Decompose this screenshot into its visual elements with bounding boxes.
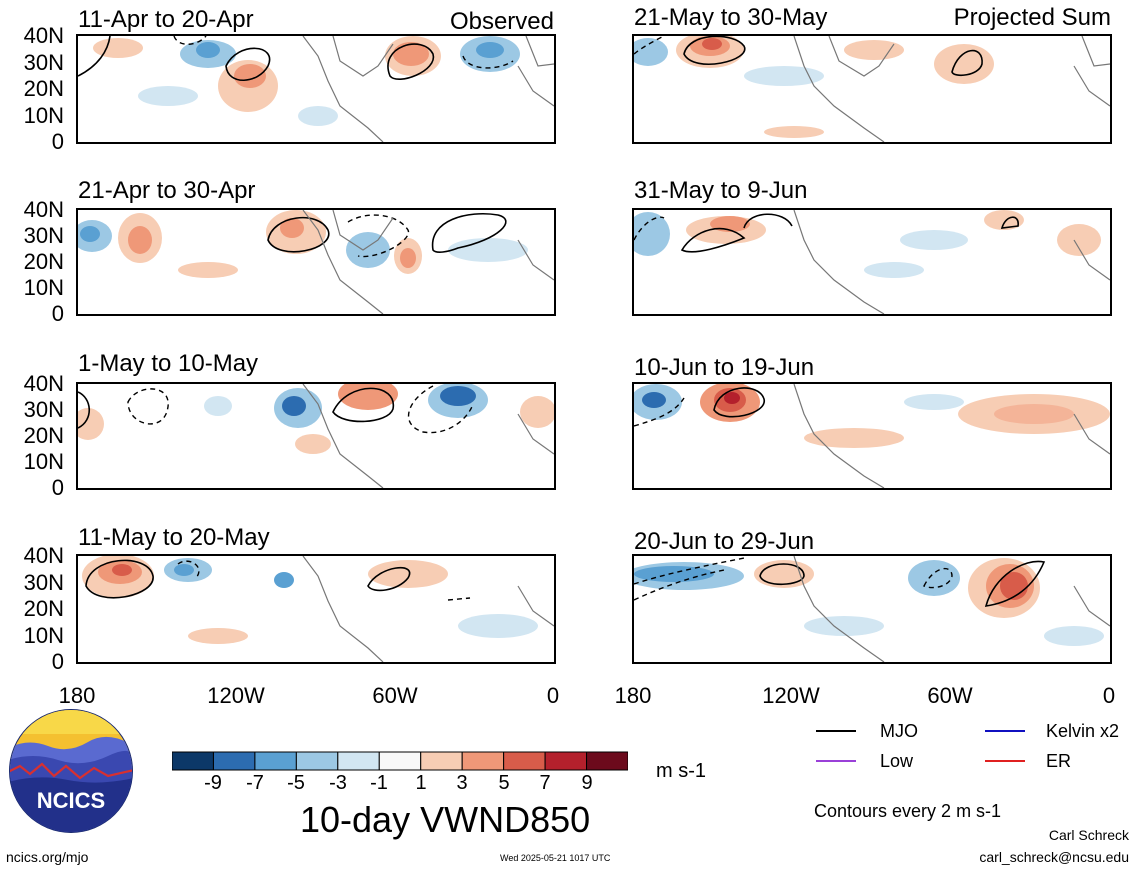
colorbar-swatch	[295, 751, 339, 771]
y-tick-label: 10N	[23, 275, 64, 300]
map-panel	[632, 208, 1112, 316]
observed-label: Observed	[449, 8, 554, 35]
timestamp: Wed 2025-05-21 1017 UTC	[500, 853, 611, 863]
legend-label-mjo: MJO	[880, 721, 918, 741]
logo-text: NCICS	[37, 788, 105, 813]
y-tick-label: 20N	[23, 249, 64, 274]
panel-title: 11-Apr to 20-Apr	[78, 6, 254, 33]
colorbar-swatch	[212, 751, 256, 771]
y-tick-label: 10N	[23, 103, 64, 128]
x-tick-label: 60W	[927, 683, 973, 708]
panel-title: 21-Apr to 30-Apr	[78, 177, 256, 204]
colorbar-tick-label: -3	[329, 772, 347, 794]
panel-title: 21-May to 30-May	[634, 4, 828, 31]
x-tick-label: 60W	[372, 683, 418, 708]
ncics-logo: NCICS	[8, 708, 134, 839]
x-tick-label: 120W	[762, 683, 820, 708]
colorbar-tick-label: -9	[204, 772, 222, 794]
colorbar-swatch	[337, 751, 380, 771]
map-panel	[76, 208, 556, 316]
map-panel	[76, 34, 556, 144]
legend-line-er	[985, 760, 1025, 762]
x-tick-label: 120W	[207, 683, 265, 708]
y-tick-label: 20N	[23, 596, 64, 621]
y-tick-label: 0	[51, 301, 64, 326]
colorbar-swatch	[503, 751, 546, 771]
map-panel	[76, 554, 556, 664]
panel-title: 10-Jun to 19-Jun	[634, 354, 815, 381]
x-tick-label: 180	[58, 683, 96, 708]
legend-line-low	[816, 760, 856, 762]
x-tick-label: 180	[614, 683, 652, 708]
colorbar	[171, 751, 629, 776]
y-tick-label: 10N	[23, 449, 64, 474]
legend-line-mjo	[816, 730, 856, 732]
map-panel	[632, 34, 1112, 144]
colorbar-units: m s-1	[656, 760, 706, 782]
contours-note: Contours every 2 m s-1	[814, 801, 1002, 821]
colorbar-swatch	[461, 751, 505, 771]
y-tick-label: 30N	[23, 397, 64, 422]
y-tick-label: 30N	[23, 50, 64, 75]
map-panel	[632, 382, 1112, 490]
y-tick-label: 40N	[23, 371, 64, 396]
y-tick-label: 20N	[23, 423, 64, 448]
colorbar-tick-label: -7	[246, 772, 264, 794]
colorbar-swatch	[171, 751, 214, 771]
y-tick-label: 30N	[23, 570, 64, 595]
map-panel	[632, 554, 1112, 664]
colorbar-tick-label: 9	[581, 772, 593, 794]
colorbar-swatch	[586, 751, 629, 771]
panel-title: 31-May to 9-Jun	[634, 177, 808, 204]
website-link[interactable]: ncics.org/mjo	[6, 849, 89, 865]
colorbar-swatch	[420, 751, 463, 771]
legend-label-kelvin: Kelvin x2	[1046, 721, 1120, 741]
y-tick-label: 40N	[23, 23, 64, 48]
map-panel	[76, 382, 556, 490]
x-tick-label: 0	[1102, 683, 1116, 708]
colorbar-tick-label: 5	[498, 772, 510, 794]
y-tick-label: 0	[51, 129, 64, 154]
projected-label: Projected Sum	[953, 4, 1111, 31]
y-tick-label: 20N	[23, 76, 64, 101]
colorbar-tick-label: -1	[370, 772, 388, 794]
colorbar-tick-label: 1	[415, 772, 427, 794]
y-tick-label: 0	[51, 475, 64, 500]
legend-line-kelvin	[985, 730, 1025, 732]
panel-title: 20-Jun to 29-Jun	[634, 528, 815, 555]
y-tick-label: 40N	[23, 543, 64, 568]
colorbar-swatch	[544, 751, 588, 771]
y-tick-label: 0	[51, 649, 64, 674]
author-name: Carl Schreck	[1048, 827, 1129, 843]
panel-title: 1-May to 10-May	[78, 350, 259, 377]
colorbar-swatch	[378, 751, 422, 771]
colorbar-tick-label: -5	[287, 772, 305, 794]
colorbar-tick-label: 7	[539, 772, 551, 794]
y-tick-label: 40N	[23, 197, 64, 222]
author-email[interactable]: carl_schreck@ncsu.edu	[979, 849, 1129, 865]
chart-title: 10-day VWND850	[300, 799, 591, 840]
y-tick-label: 10N	[23, 623, 64, 648]
legend-label-low: Low	[880, 751, 914, 771]
legend-label-er: ER	[1046, 751, 1072, 771]
y-tick-label: 30N	[23, 223, 64, 248]
colorbar-tick-label: 3	[456, 772, 468, 794]
colorbar-swatch	[254, 751, 297, 771]
x-tick-label: 0	[546, 683, 560, 708]
panel-title: 11-May to 20-May	[78, 524, 270, 551]
